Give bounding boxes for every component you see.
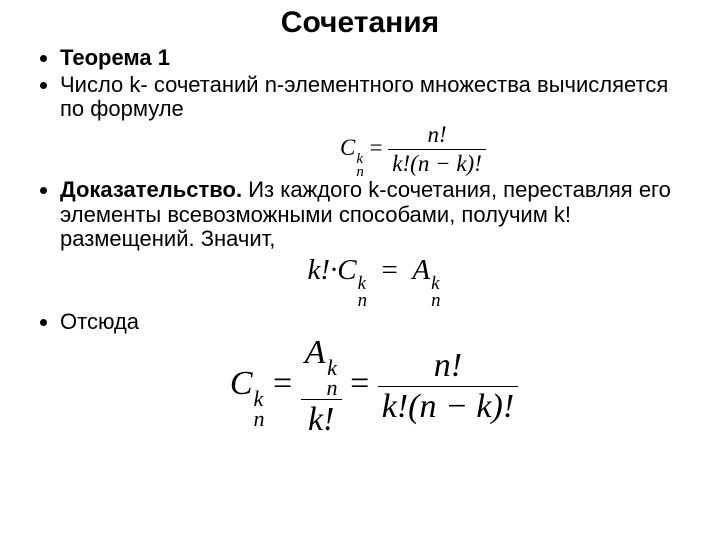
bullet-bold: Теорема 1 bbox=[60, 45, 170, 70]
sub: n bbox=[327, 378, 338, 398]
equals: = bbox=[273, 365, 301, 402]
sym-C: C bbox=[337, 254, 356, 286]
bullet-text: Отсюда bbox=[60, 309, 139, 334]
denominator: k!(n − k)! bbox=[388, 149, 486, 177]
bullet-item: Отсюда bbox=[60, 310, 688, 335]
equals: = bbox=[374, 254, 412, 286]
bullet-list: Теорема 1 Число k- сочетаний n-элементно… bbox=[32, 46, 688, 436]
fraction: n! k!(n − k)! bbox=[378, 347, 518, 426]
sym-C: C bbox=[340, 135, 355, 160]
bullet-item: Доказательство. Из каждого k-сочетания, … bbox=[60, 178, 688, 252]
slide-title: Сочетания bbox=[32, 6, 688, 40]
bullet-item: Число k- сочетаний n-элементного множест… bbox=[60, 73, 688, 122]
sub: n bbox=[254, 409, 265, 429]
sym-C: C bbox=[230, 365, 253, 402]
formula-1: Ckn = n! k!(n − k)! bbox=[340, 122, 486, 180]
denominator: k!(n − k)! bbox=[378, 386, 518, 426]
denominator: k! bbox=[301, 399, 342, 439]
equals: = bbox=[350, 365, 378, 402]
formula-block-1: Ckn = n! k!(n − k)! bbox=[60, 124, 688, 178]
bullet-bold: Доказательство. bbox=[60, 177, 242, 202]
numerator: n! bbox=[378, 347, 518, 386]
fraction: Akn k! bbox=[301, 334, 342, 439]
supsub: kn bbox=[327, 358, 338, 398]
supsub: kn bbox=[358, 276, 367, 310]
equals: = bbox=[370, 135, 389, 160]
numerator: n! bbox=[388, 122, 486, 149]
numerator: Akn bbox=[301, 334, 342, 399]
supsub: kn bbox=[431, 276, 440, 310]
formula-block-2: k!·Ckn = Akn bbox=[60, 254, 688, 310]
sym-A: A bbox=[412, 254, 430, 286]
slide: Сочетания Теорема 1 Число k- сочетаний n… bbox=[0, 0, 720, 540]
fraction: n! k!(n − k)! bbox=[388, 122, 486, 177]
supsub: kn bbox=[356, 153, 363, 180]
bullet-item: Теорема 1 bbox=[60, 46, 688, 71]
k-factorial-dot: k!· bbox=[307, 254, 337, 286]
bullet-text: Число k- сочетаний n-элементного множест… bbox=[60, 72, 668, 122]
formula-3: Ckn = Akn k! = n! k!(n − k)! bbox=[230, 334, 518, 439]
sub: n bbox=[431, 293, 440, 310]
sub: n bbox=[358, 293, 367, 310]
formula-block-3: Ckn = Akn k! = n! k!(n − k)! bbox=[60, 336, 688, 436]
formula-2: k!·Ckn = Akn bbox=[307, 254, 440, 310]
supsub: kn bbox=[254, 389, 265, 429]
